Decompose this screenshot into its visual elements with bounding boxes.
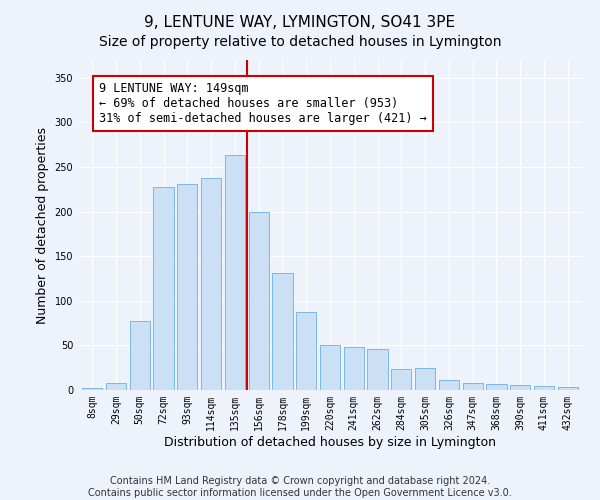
Bar (367, 349, 388, 390)
Bar (439, 380, 459, 390)
Bar (487, 384, 506, 390)
Bar (130, 322, 150, 390)
Bar (82, 388, 103, 390)
Text: 9, LENTUNE WAY, LYMINGTON, SO41 3PE: 9, LENTUNE WAY, LYMINGTON, SO41 3PE (145, 15, 455, 30)
Bar (154, 186, 173, 390)
Bar (320, 346, 340, 390)
Y-axis label: Number of detached properties: Number of detached properties (36, 126, 49, 324)
Bar (272, 273, 293, 390)
Bar (463, 383, 483, 390)
Text: Size of property relative to detached houses in Lymington: Size of property relative to detached ho… (99, 35, 501, 49)
Bar (344, 347, 364, 390)
Bar (106, 383, 126, 390)
Text: Contains HM Land Registry data © Crown copyright and database right 2024.
Contai: Contains HM Land Registry data © Crown c… (88, 476, 512, 498)
Bar (391, 368, 412, 390)
Bar (177, 184, 197, 390)
Bar (225, 154, 245, 390)
X-axis label: Distribution of detached houses by size in Lymington: Distribution of detached houses by size … (164, 436, 496, 448)
Bar (534, 386, 554, 390)
Bar (510, 384, 530, 390)
Bar (201, 178, 221, 390)
Bar (557, 388, 578, 390)
Bar (248, 212, 269, 390)
Bar (296, 312, 316, 390)
Text: 9 LENTUNE WAY: 149sqm
← 69% of detached houses are smaller (953)
31% of semi-det: 9 LENTUNE WAY: 149sqm ← 69% of detached … (100, 82, 427, 126)
Bar (415, 368, 435, 390)
